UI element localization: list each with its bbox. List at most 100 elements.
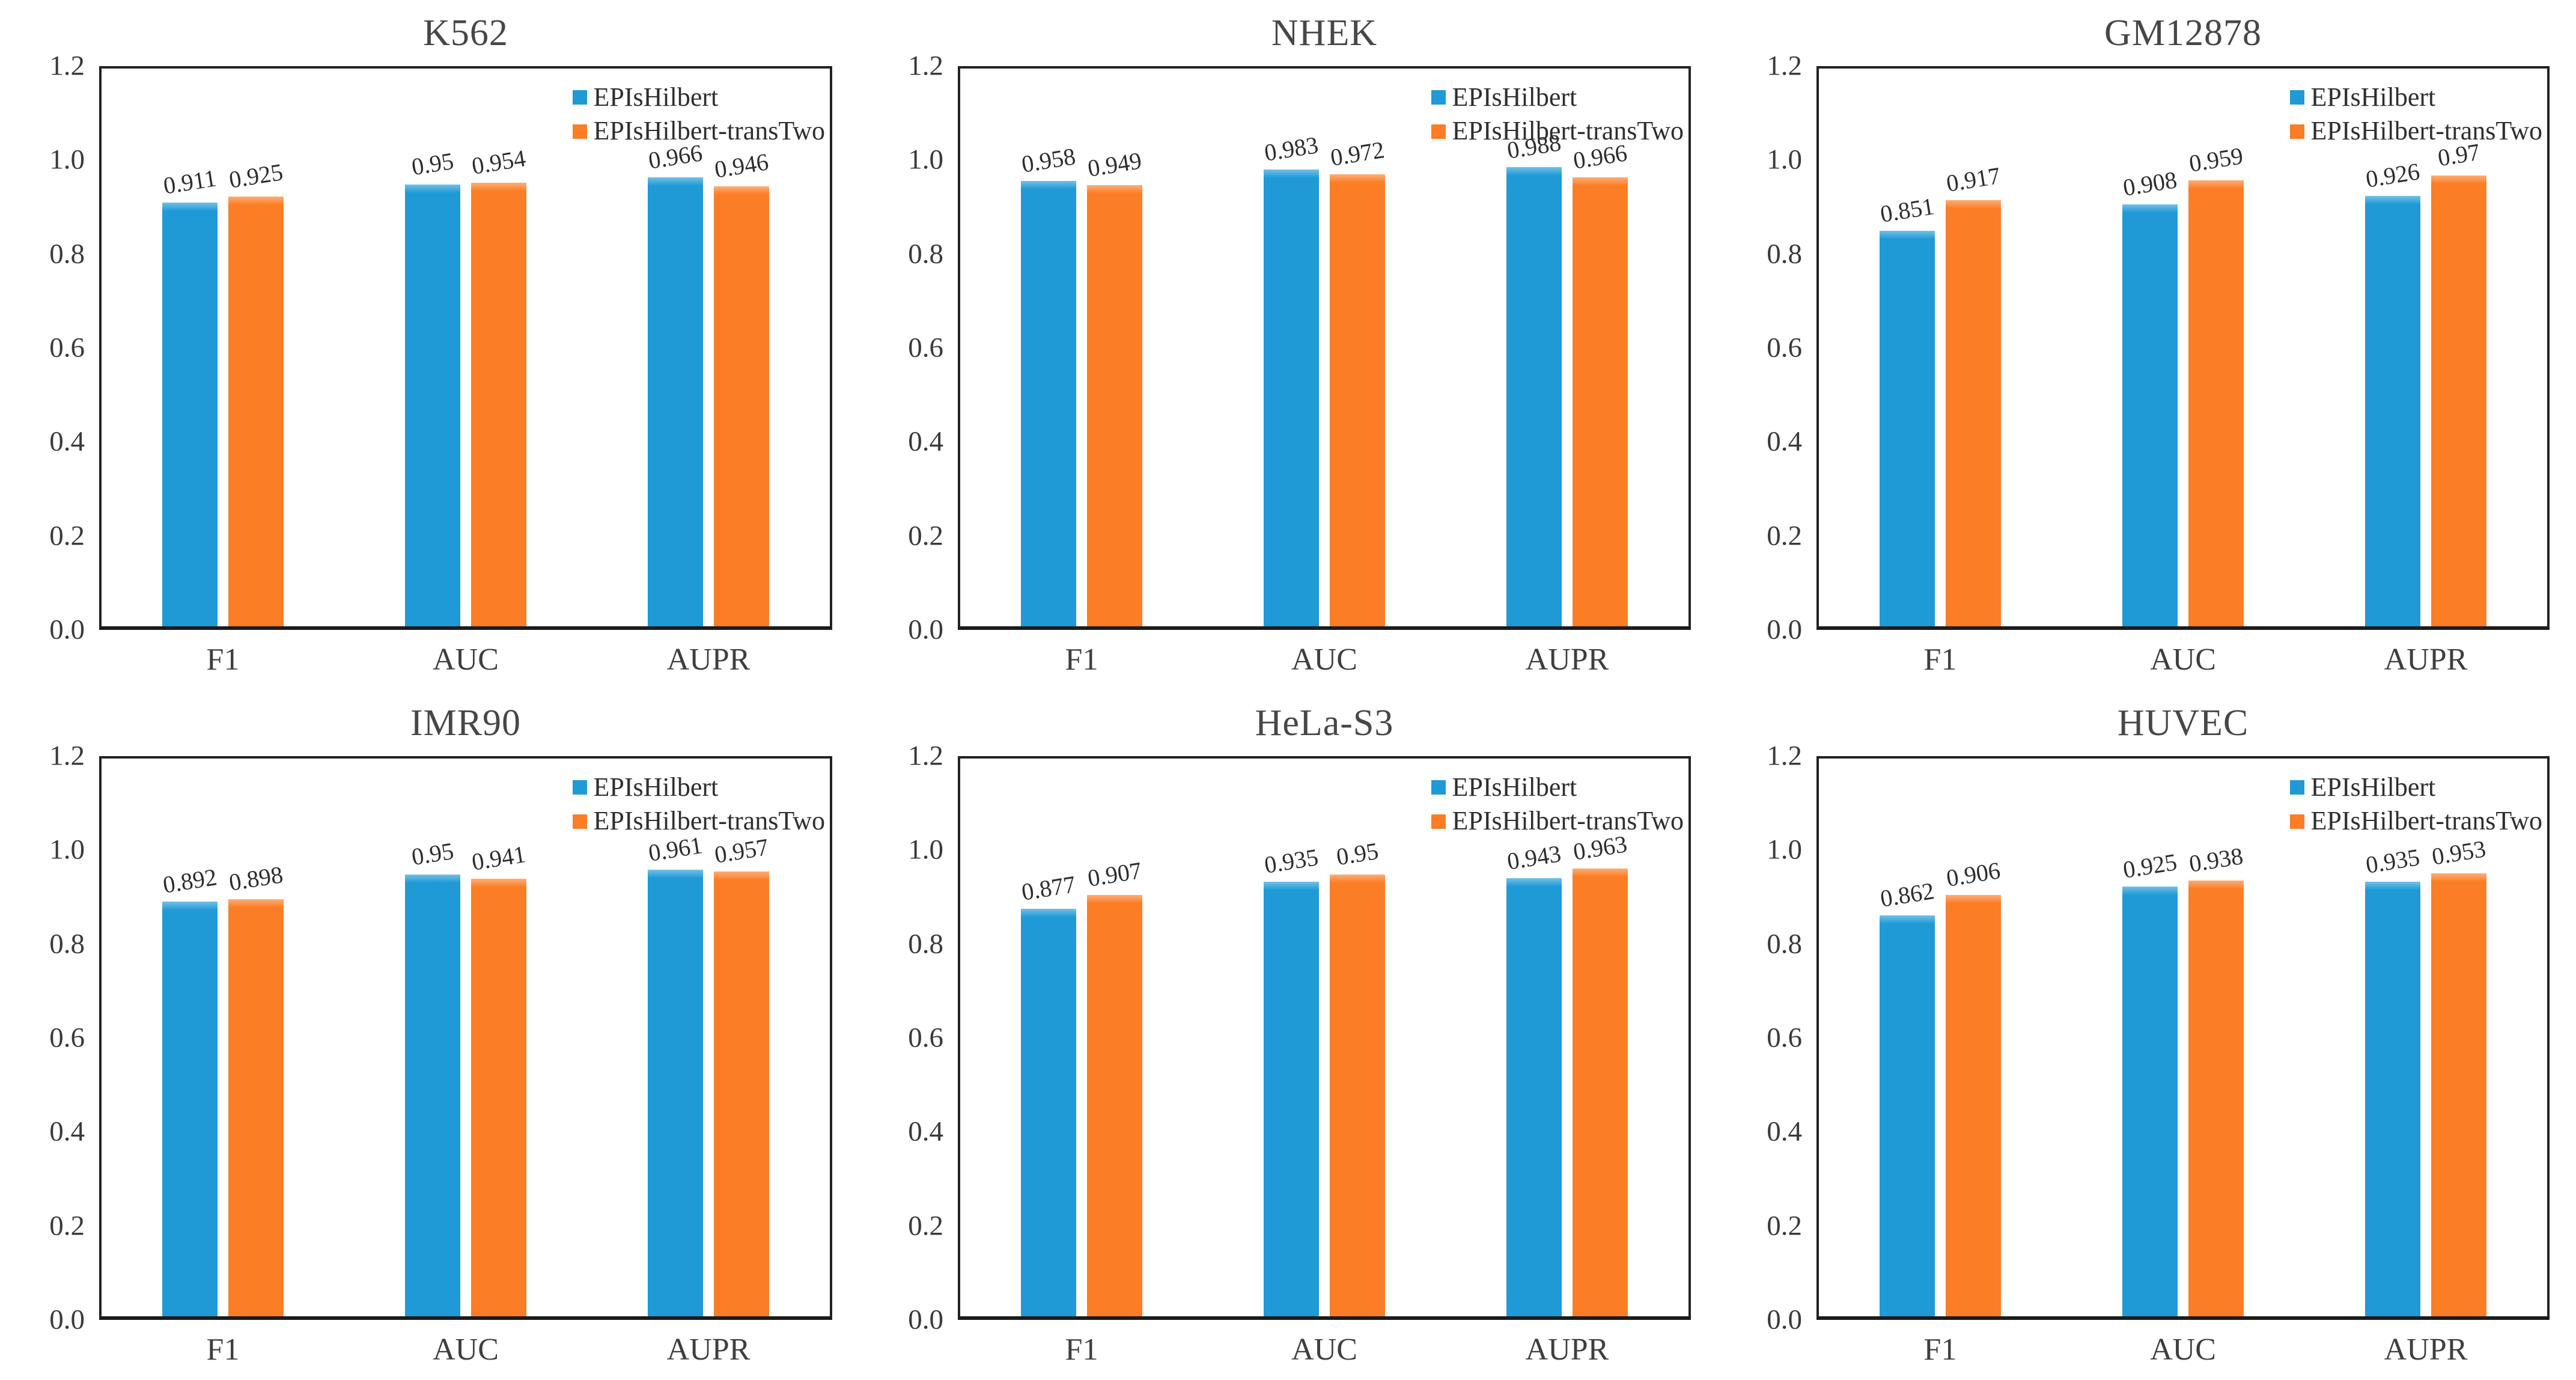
chart-title: NHEK (1271, 12, 1378, 53)
plot-area: EPIsHilbert EPIsHilbert-transTwo 0.851 0.9… (1816, 66, 2550, 630)
bar-epishilbert-transtwo-f1: 0.898 (227, 861, 285, 1316)
y-tick-label: 0.2 (1767, 520, 1802, 552)
x-axis: F1 AUC AUPR (0, 1320, 859, 1380)
bar-epishilbert-auc: 0.935 (1262, 843, 1320, 1316)
legend-color-swatch-icon (2290, 90, 2305, 105)
bar-epishilbert-transtwo-auc: 0.95 (1330, 837, 1385, 1316)
bar-epishilbert-transtwo-auc: 0.959 (2187, 142, 2245, 626)
legend-color-swatch-icon (2290, 814, 2305, 829)
x-tick-label: F1 (1065, 643, 1098, 677)
chart-body: 0.0 0.2 0.4 0.6 0.8 1.0 1.2 EPIsHilbert EPIsHil… (859, 742, 1717, 1334)
x-tick-label: AUC (433, 1333, 499, 1367)
bar-value-label: 0.946 (712, 148, 770, 184)
bar-epishilbert-transtwo-aupr: 0.97 (2431, 138, 2486, 626)
bar-value-label: 0.935 (2363, 843, 2422, 879)
x-axis: F1 AUC AUPR (859, 630, 1717, 690)
y-tick-label: 1.2 (49, 740, 85, 772)
y-tick-label: 0.4 (1767, 1116, 1802, 1147)
chart-title: IMR90 (410, 702, 522, 743)
bar-value-label: 0.966 (646, 139, 704, 174)
chart-title: K562 (423, 12, 508, 53)
x-tick-label: AUPR (1525, 643, 1609, 677)
legend-color-swatch-icon (1431, 780, 1446, 795)
legend-item: EPIsHilbert (1431, 772, 1684, 802)
legend: EPIsHilbert EPIsHilbert-transTwo (1431, 82, 1684, 146)
legend-label: EPIsHilbert (2310, 82, 2436, 112)
bar-value-label: 0.959 (2187, 142, 2245, 178)
chart-body: 0.0 0.2 0.4 0.6 0.8 1.0 1.2 EPIsHilbert EPIsHil… (1717, 742, 2576, 1334)
bar-group-f1: 0.877 0.907 (960, 759, 1203, 1316)
y-tick-label: 1.2 (1767, 740, 1802, 772)
legend-color-swatch-icon (1431, 124, 1446, 139)
chart-body: 0.0 0.2 0.4 0.6 0.8 1.0 1.2 EPIsHilbert EPIsHil… (1717, 52, 2576, 644)
bar-epishilbert-aupr: 0.943 (1505, 840, 1563, 1316)
bar-value-label: 0.961 (646, 831, 704, 867)
bar-value-label: 0.862 (1878, 877, 1936, 913)
y-axis: 0.0 0.2 0.4 0.6 0.8 1.0 1.2 (859, 742, 958, 1334)
legend-item: EPIsHilbert (2290, 82, 2542, 112)
y-tick-label: 0.8 (49, 238, 85, 270)
y-tick-label: 1.0 (908, 834, 943, 866)
y-tick-label: 0.4 (908, 1116, 943, 1147)
bar-group-aupr: 0.943 0.963 (1446, 759, 1688, 1316)
y-axis: 0.0 0.2 0.4 0.6 0.8 1.0 1.2 (1717, 52, 1816, 644)
bar-epishilbert-transtwo-auc: 0.972 (1329, 136, 1386, 626)
legend-label: EPIsHilbert (593, 82, 719, 112)
bar-value-label: 0.983 (1262, 131, 1320, 166)
chart-panel: GM12878 0.0 0.2 0.4 0.6 0.8 1.0 1.2 EPIsHilber… (1717, 0, 2576, 690)
bar-group-aupr: 0.926 0.97 (2304, 69, 2547, 626)
bar-epishilbert-transtwo-f1: 0.907 (1086, 856, 1143, 1316)
bar-value-label: 0.938 (2187, 841, 2245, 878)
bar-group-aupr: 0.961 0.957 (587, 759, 830, 1316)
legend-label: EPIsHilbert-transTwo (593, 806, 825, 836)
y-tick-label: 0.6 (908, 332, 943, 364)
legend-label: EPIsHilbert-transTwo (593, 116, 825, 146)
y-tick-label: 1.2 (908, 740, 943, 772)
legend-color-swatch-icon (1431, 814, 1446, 829)
bar-value-label: 0.925 (2121, 847, 2179, 884)
x-axis: F1 AUC AUPR (1717, 630, 2576, 690)
bar-epishilbert-transtwo-f1: 0.917 (1944, 162, 2002, 626)
x-tick-label: AUC (1291, 643, 1357, 677)
chart-title: HeLa-S3 (1255, 702, 1394, 743)
chart-panel: NHEK 0.0 0.2 0.4 0.6 0.8 1.0 1.2 EPIsHilbert EP… (859, 0, 1717, 690)
bar-value-label: 0.906 (1944, 856, 2002, 893)
y-tick-label: 0.4 (1767, 426, 1802, 457)
bar-group-f1: 0.911 0.925 (102, 69, 344, 626)
chart-body: 0.0 0.2 0.4 0.6 0.8 1.0 1.2 EPIsHilbert EPIsHil… (0, 742, 859, 1334)
bar-value-label: 0.877 (1019, 870, 1077, 906)
bar-value-label: 0.953 (2429, 835, 2488, 870)
y-tick-label: 0.0 (908, 1304, 943, 1336)
y-tick-label: 0.8 (49, 928, 85, 960)
legend: EPIsHilbert EPIsHilbert-transTwo (1431, 772, 1684, 836)
bar-value-label: 0.972 (1328, 136, 1386, 172)
legend-item: EPIsHilbert (573, 82, 825, 112)
y-axis: 0.0 0.2 0.4 0.6 0.8 1.0 1.2 (1717, 742, 1816, 1334)
bar-epishilbert-f1: 0.862 (1878, 878, 1936, 1316)
plot-area: EPIsHilbert EPIsHilbert-transTwo 0.958 0.9… (958, 66, 1691, 630)
bar-epishilbert-transtwo-aupr: 0.957 (713, 833, 770, 1316)
bar-groups: 0.862 0.906 0.925 0.938 0.935 0.953 (1819, 759, 2547, 1316)
bar-groups: 0.851 0.917 0.908 0.959 0.926 0.97 (1819, 69, 2547, 626)
x-tick-label: F1 (1923, 1333, 1957, 1367)
bar-value-label: 0.941 (469, 840, 528, 876)
bar-epishilbert-auc: 0.925 (2121, 848, 2179, 1316)
bar-value-label: 0.935 (1262, 843, 1320, 879)
bar-groups: 0.958 0.949 0.983 0.972 0.988 0.966 (960, 69, 1688, 626)
y-tick-label: 1.0 (908, 144, 943, 176)
y-tick-label: 0.0 (1767, 614, 1802, 646)
bar-group-aupr: 0.988 0.966 (1446, 69, 1688, 626)
chart-panel: IMR90 0.0 0.2 0.4 0.6 0.8 1.0 1.2 EPIsHilbert E… (0, 690, 859, 1380)
y-tick-label: 0.0 (1767, 1304, 1802, 1336)
legend-label: EPIsHilbert-transTwo (1452, 806, 1684, 836)
legend-label: EPIsHilbert-transTwo (2310, 116, 2542, 146)
bar-group-aupr: 0.966 0.946 (587, 69, 830, 626)
bar-epishilbert-auc: 0.95 (405, 837, 460, 1316)
bar-group-f1: 0.851 0.917 (1819, 69, 2062, 626)
bar-group-f1: 0.892 0.898 (102, 759, 344, 1316)
x-axis: F1 AUC AUPR (0, 630, 859, 690)
bar-epishilbert-transtwo-aupr: 0.946 (713, 148, 770, 626)
bar-value-label: 0.898 (227, 860, 285, 896)
bar-value-label: 0.949 (1085, 147, 1143, 182)
bar-group-auc: 0.935 0.95 (1203, 759, 1446, 1316)
